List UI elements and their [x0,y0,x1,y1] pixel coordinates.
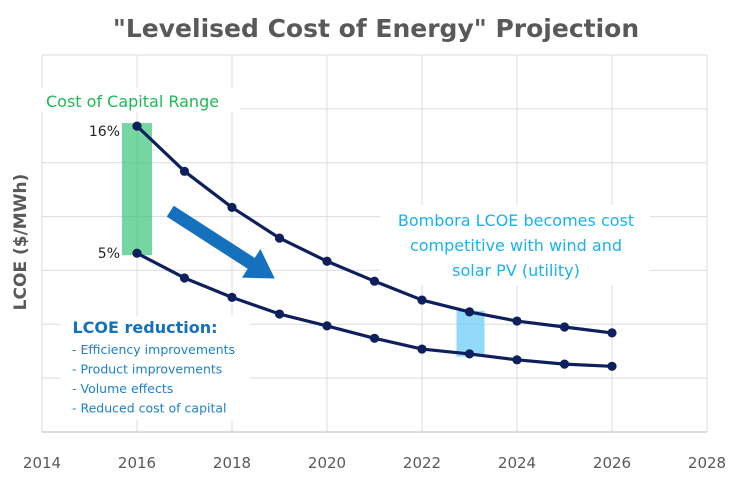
x-tick-label: 2016 [118,454,156,472]
reduction-item: - Efficiency improvements [72,342,235,357]
data-point [322,321,332,331]
data-point [227,292,237,302]
high-rate-label: 16% [89,124,120,140]
chart-title: "Levelised Cost of Energy" Projection [113,14,639,43]
x-tick-label: 2018 [213,454,251,472]
x-tick-label: 2022 [403,454,441,472]
data-point [274,309,285,319]
data-point [417,295,427,305]
reduction-arrow [166,205,275,279]
data-point [512,355,522,365]
x-tick-label: 2024 [498,454,536,472]
data-point [179,273,190,283]
capital-range-band [122,123,152,256]
x-tick-label: 2028 [688,454,726,472]
data-point [369,276,380,286]
data-point [559,322,570,332]
x-axis-ticks: 2014 2016 2018 2020 2022 2024 2026 2028 [23,454,726,472]
competitive-line: competitive with wind and [410,236,622,255]
x-tick-label: 2020 [308,454,346,472]
data-point [322,256,332,266]
competitive-band [456,310,485,357]
competitive-line: solar PV (utility) [452,261,580,280]
data-point [512,316,522,326]
data-point [132,248,142,258]
series-group [132,121,617,371]
reduction-box-bg [60,316,250,420]
capital-range-label: Cost of Capital Range [46,92,219,111]
reduction-item: - Product improvements [72,362,222,377]
reduction-item: - Reduced cost of capital [72,401,227,416]
data-point [559,359,570,369]
reduction-heading: LCOE reduction: [72,318,217,337]
data-point [274,233,285,243]
data-point [607,361,617,371]
arrow-shape [166,205,275,279]
x-tick-label: 2014 [23,454,61,472]
data-point [607,328,617,338]
competitive-annotation: Bombora LCOE becomes cost competitive wit… [398,211,634,280]
competitive-label-bg [380,205,650,285]
data-point [464,307,475,317]
capital-range-label-bg [40,88,240,112]
x-tick-label: 2026 [593,454,631,472]
data-point [179,166,190,176]
data-point [417,344,427,354]
reduction-item: - Volume effects [72,381,173,396]
reduction-list: - Efficiency improvements - Product impro… [72,342,235,416]
y-axis-title: LCOE ($/MWh) [11,174,31,311]
data-point [227,202,237,213]
data-point [132,121,142,131]
low-rate-label: 5% [98,246,120,262]
data-point [464,349,475,359]
competitive-line: Bombora LCOE becomes cost [398,211,634,230]
data-point [369,333,380,343]
